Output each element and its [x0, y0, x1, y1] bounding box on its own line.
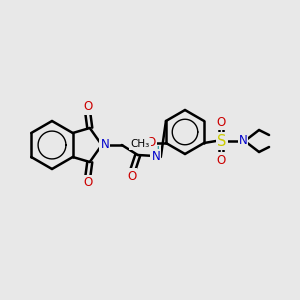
Text: N: N	[100, 139, 109, 152]
Text: O: O	[216, 116, 226, 128]
Text: S: S	[218, 134, 227, 148]
Text: N: N	[152, 151, 160, 164]
Text: O: O	[83, 100, 92, 113]
Text: N: N	[239, 134, 248, 148]
Text: O: O	[127, 169, 136, 182]
Text: O: O	[216, 154, 226, 166]
Text: CH₃: CH₃	[130, 139, 150, 149]
Text: H: H	[152, 146, 160, 156]
Text: O: O	[146, 136, 156, 148]
Text: O: O	[83, 176, 92, 190]
